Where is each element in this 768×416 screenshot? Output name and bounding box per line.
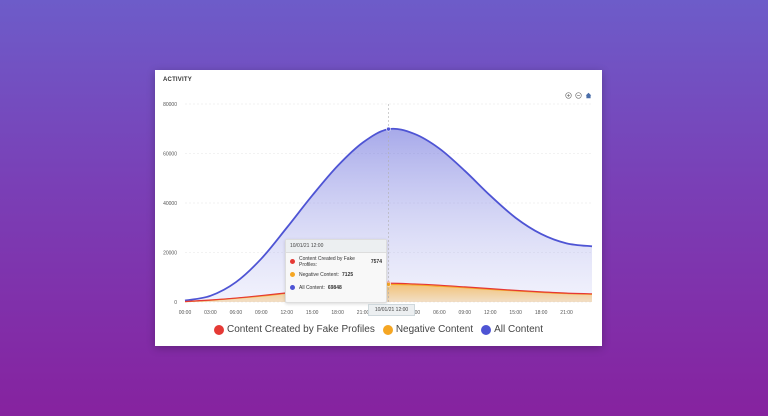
y-tick-label: 80000 <box>163 102 177 108</box>
legend-label: Content Created by Fake Profiles <box>226 324 375 335</box>
fake-series-dot-icon <box>290 259 295 264</box>
tooltip-value: 7125 <box>342 271 354 278</box>
chart-tooltip: 10/01/21 12:00 Content Created by Fake P… <box>285 239 387 303</box>
x-axis-highlight: 10/01/21 12:00 <box>368 304 415 316</box>
series-all-marker <box>386 126 391 132</box>
negative-series-dot-icon <box>290 272 295 277</box>
y-tick-label: 20000 <box>163 251 177 257</box>
x-tick-label: 09:00 <box>255 310 268 316</box>
x-tick-label: 12:00 <box>280 310 293 316</box>
y-tick-label: 60000 <box>163 152 177 158</box>
activity-card: ACTIVITY 80000 60000 40000 20000 0 00:00 03:00… <box>155 70 602 346</box>
x-tick-label: 18:00 <box>535 310 548 316</box>
x-tick-label: 12:00 <box>484 310 497 316</box>
y-tick-label: 40000 <box>163 201 177 207</box>
tooltip-row-negative: Negative Content: 7125 <box>286 266 386 279</box>
legend-item-fake[interactable]: Content Created by Fake Profiles <box>213 324 375 335</box>
legend-dot-icon <box>481 324 492 335</box>
x-tick-label: 15:00 <box>306 310 319 316</box>
tooltip-row-fake: Content Created by Fake Profiles: 7574 <box>286 253 386 268</box>
card-title: ACTIVITY <box>163 77 192 83</box>
tooltip-row-all: All Content: 69848 <box>286 279 386 292</box>
tooltip-value: 69848 <box>327 284 342 291</box>
chart-toolbar <box>565 92 592 99</box>
x-tick-label: 18:00 <box>331 310 344 316</box>
y-tick-label: 0 <box>174 300 177 306</box>
zoom-in-icon[interactable] <box>565 92 572 99</box>
tooltip-header: 10/01/21 12:00 <box>286 240 386 253</box>
x-tick-label: 09:00 <box>459 310 472 316</box>
x-tick-label: 06:00 <box>230 310 243 316</box>
legend-dot-icon <box>213 324 224 335</box>
zoom-out-icon[interactable] <box>575 92 582 99</box>
legend-item-negative[interactable]: Negative Content <box>382 324 474 335</box>
home-icon[interactable] <box>585 92 592 99</box>
tooltip-label: All Content: <box>299 284 325 291</box>
x-tick-label: 15:00 <box>509 310 522 316</box>
chart-legend: Content Created by Fake Profiles Negativ… <box>155 324 602 335</box>
x-tick-label: 21:00 <box>357 310 370 316</box>
x-tick-label: 21:00 <box>560 310 573 316</box>
x-tick-label: 03:00 <box>204 310 217 316</box>
tooltip-value: 7574 <box>370 258 382 265</box>
legend-dot-icon <box>382 324 393 335</box>
all-series-dot-icon <box>290 285 295 290</box>
legend-label: All Content <box>494 324 544 335</box>
series-negative-marker <box>386 282 391 287</box>
tooltip-label: Content Created by Fake Profiles: <box>299 255 355 268</box>
x-tick-label: 06:00 <box>433 310 446 316</box>
legend-label: Negative Content <box>395 324 474 335</box>
x-tick-label: 00:00 <box>179 310 192 316</box>
tooltip-label: Negative Content: <box>299 271 340 278</box>
legend-item-all[interactable]: All Content <box>481 324 543 335</box>
